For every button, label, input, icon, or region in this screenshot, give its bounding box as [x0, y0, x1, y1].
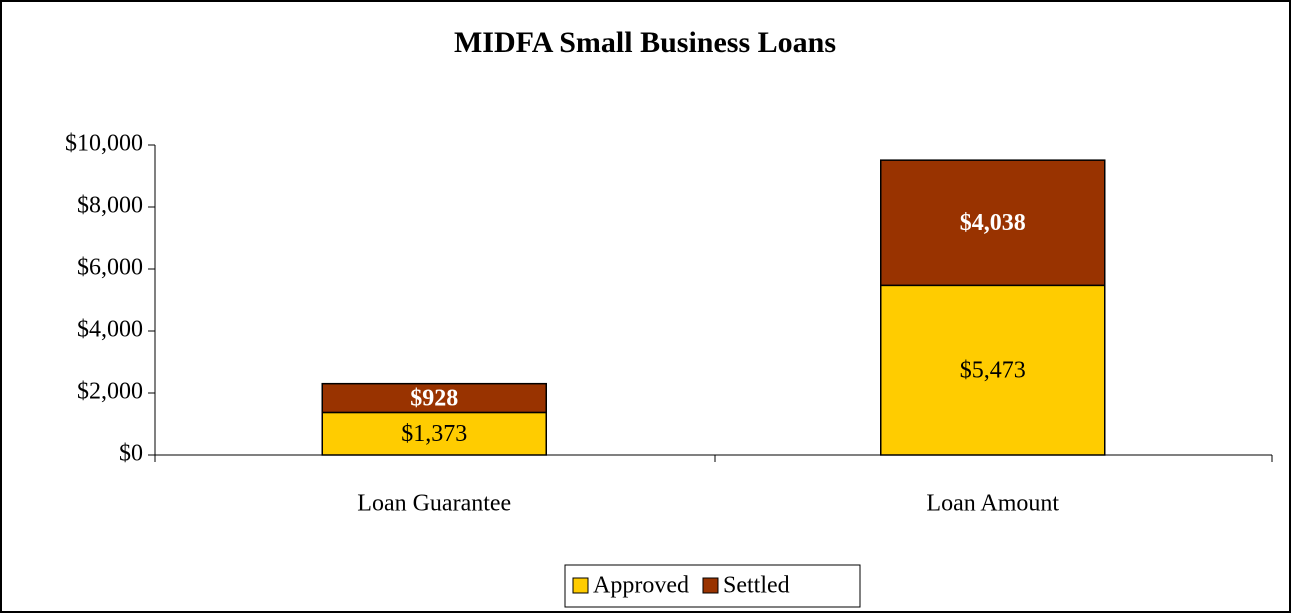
data-label: $5,473 [960, 358, 1026, 384]
data-label: $928 [410, 386, 458, 412]
bar-segment [321, 382, 547, 414]
y-tick-label: $10,000 [65, 131, 143, 157]
legend-label: Approved [593, 573, 689, 599]
bar-segment [880, 284, 1106, 456]
data-label: $4,038 [960, 210, 1026, 236]
y-tick-label: $2,000 [77, 379, 143, 405]
x-tick-label: Loan Amount [926, 491, 1059, 517]
data-label: $1,373 [401, 421, 467, 447]
y-tick-label: $0 [119, 441, 143, 467]
y-tick-label: $6,000 [77, 255, 143, 281]
y-tick-label: $8,000 [77, 193, 143, 219]
chart-title: MIDFA Small Business Loans [454, 26, 836, 59]
legend-swatch [702, 577, 719, 594]
bar-segment [321, 411, 547, 456]
x-tick-label: Loan Guarantee [357, 491, 511, 517]
y-tick-label: $4,000 [77, 317, 143, 343]
bar-segment [880, 159, 1106, 287]
legend-swatch [572, 577, 589, 594]
legend-label: Settled [723, 573, 790, 599]
